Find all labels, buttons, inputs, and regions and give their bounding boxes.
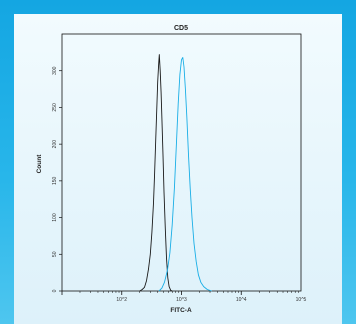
plot-area — [61, 33, 302, 292]
y-tick-label: 50 — [52, 251, 58, 257]
x-tick-label: 10^2 — [116, 297, 127, 303]
x-axis-ticks: 10^2 10^3 10^4 10^5 — [61, 291, 307, 303]
y-tick-label: 100 — [52, 213, 58, 222]
y-axis-ticks: 0 50 100 150 200 250 300 — [52, 66, 62, 292]
y-tick-label: 150 — [52, 176, 58, 185]
y-tick-label: 250 — [52, 103, 58, 112]
y-axis-label: Count — [36, 154, 43, 174]
plot-panel — [14, 14, 342, 324]
y-tick-label: 300 — [52, 66, 58, 75]
chart-title: CD5 — [174, 25, 188, 32]
x-tick-label: 10^4 — [236, 297, 247, 303]
series-layer — [139, 54, 212, 292]
x-axis-label: FITC-A — [170, 307, 192, 314]
y-tick-label: 200 — [52, 140, 58, 149]
x-tick-label: 10^5 — [296, 297, 307, 303]
x-tick-label: 10^3 — [176, 297, 187, 303]
y-tick-label: 0 — [52, 289, 58, 292]
cd5-histogram-line — [158, 57, 212, 292]
control-histogram-line — [139, 54, 173, 292]
